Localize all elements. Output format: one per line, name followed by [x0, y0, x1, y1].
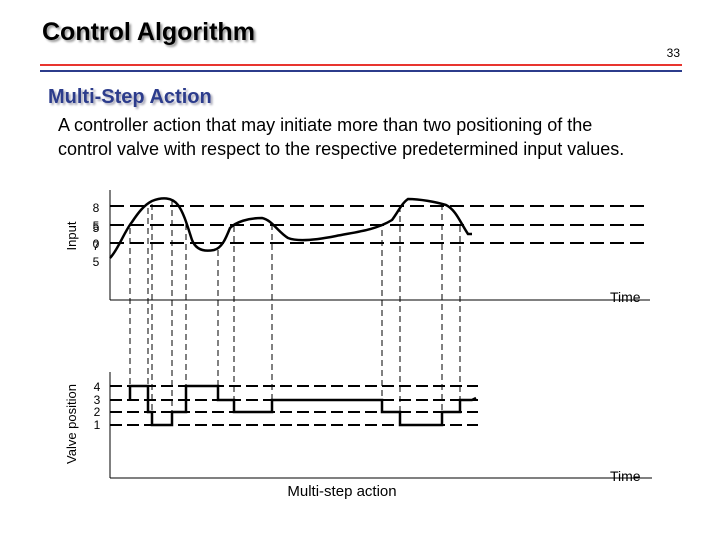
input-graph: Input Time 8 5 5 0 7 5 [64, 190, 650, 305]
input-level-labels: 8 5 5 0 7 5 [93, 201, 100, 269]
valve-level-label: 1 [94, 418, 101, 432]
header-divider-red [40, 64, 682, 66]
valve-level-label: 4 [94, 380, 101, 394]
header-divider-blue [40, 70, 682, 72]
valve-level-label: 2 [94, 405, 101, 419]
valve-time-label: Time [610, 468, 641, 484]
valve-position-graph: Valve position Time 4 3 2 1 [64, 372, 652, 484]
input-level-label: 0 [93, 237, 100, 251]
input-level-label: 8 [93, 201, 100, 215]
input-time-label: Time [610, 289, 641, 305]
definition-text: A controller action that may initiate mo… [58, 115, 625, 159]
valve-level-label: 3 [94, 393, 101, 407]
valve-level-labels: 4 3 2 1 [94, 380, 101, 432]
input-level-label: 5 [93, 255, 100, 269]
valve-step-response [128, 384, 477, 427]
page-number: 33 [666, 46, 680, 60]
input-level-label: 5 [93, 221, 100, 235]
valve-position-axis-label: Valve position [64, 384, 79, 464]
slide-title: Control Algorithm [42, 18, 255, 46]
diagram-caption: Multi-step action [287, 483, 396, 500]
input-axis-label: Input [64, 221, 79, 250]
input-level-label: 5 [93, 219, 100, 233]
input-level-label: 7 [93, 239, 100, 253]
transition-markers [129, 200, 461, 425]
section-subtitle: Multi-Step Action [48, 86, 212, 108]
input-signal-curve [109, 197, 472, 259]
